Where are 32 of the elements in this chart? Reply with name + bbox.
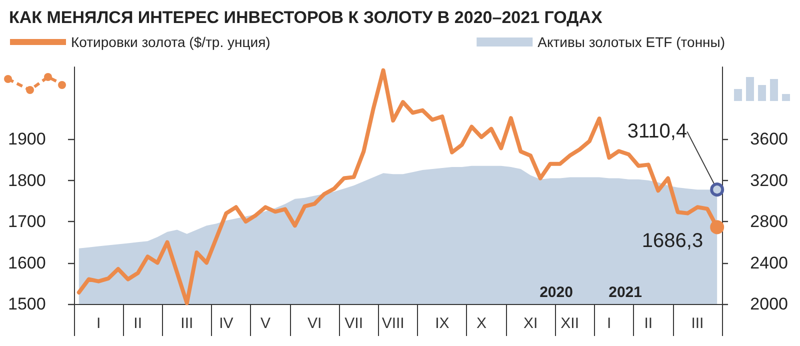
y-tick-label: 1900 [8,130,46,149]
x-tick-label: VII [344,315,363,332]
x-tick-label: X [476,315,486,332]
x-tick-label: II [134,315,142,332]
x-tick-label: I [607,315,612,332]
x-tick-label: VIII [382,315,404,332]
y2-tick-label: 2000 [750,294,788,314]
y2-tick-label: 3200 [750,170,788,190]
x-tick-label: IV [219,315,234,332]
annotation: 2020 [540,284,573,301]
y-tick-label: 1700 [8,212,46,232]
y-tick-label: 1800 [8,170,46,190]
y2-tick-label: 2800 [750,212,788,232]
x-tick-label: IX [435,315,450,332]
x-tick-label: VI [307,315,322,332]
x-tick-label: III [180,315,194,332]
y-tick-label: 1600 [8,253,46,272]
data-label: 3110,4 [627,120,688,143]
chart-title: КАК МЕНЯЛСЯ ИНТЕРЕС ИНВЕСТОРОВ К ЗОЛОТУ В 2020–2021 ГОДАХ [9,8,604,27]
x-tick-label: III [691,315,704,332]
x-tick-label: I [96,315,101,332]
x-tick-label: II [644,315,653,332]
x-tick-label: V [260,315,270,332]
y2-tick-label: 2400 [750,253,788,272]
data-label: 1686,3 [642,230,704,252]
annotation: 2021 [608,284,642,301]
legend-label: Активы золотых ETF (тонны) [538,34,725,50]
legend-label: Котировки золота ($/тр. унция) [71,34,270,50]
y-tick-label: 1500 [8,294,46,314]
x-tick-label: XI [523,315,538,332]
y2-tick-label: 3600 [750,130,788,149]
x-tick-label: XII [560,315,579,332]
